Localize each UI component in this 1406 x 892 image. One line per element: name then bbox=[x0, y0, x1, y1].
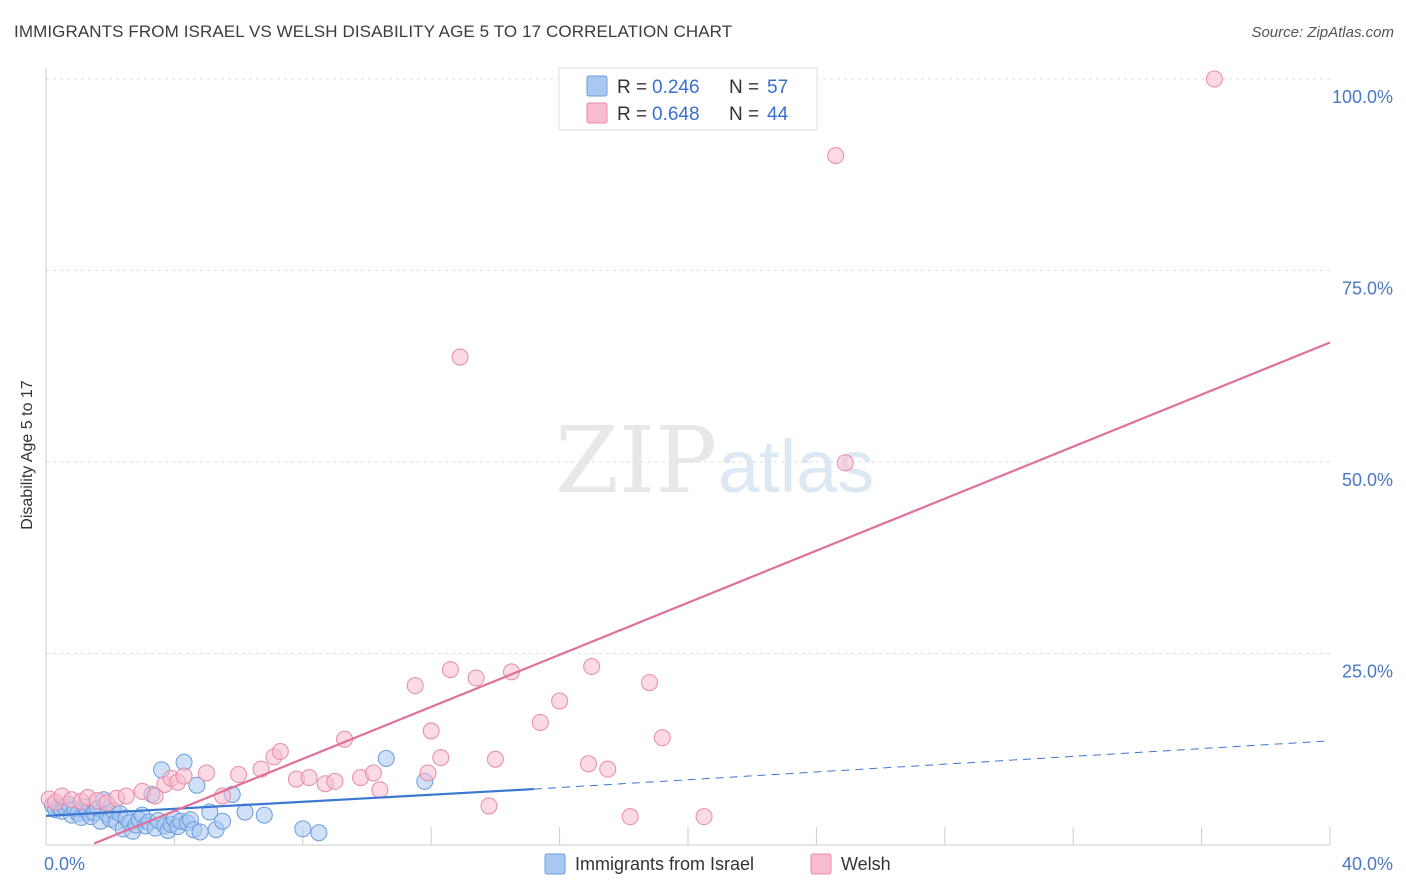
welsh-point bbox=[695, 808, 713, 826]
gridlines bbox=[46, 78, 1330, 654]
welsh-point bbox=[1205, 70, 1223, 88]
welsh-point bbox=[326, 772, 344, 790]
israel-point bbox=[310, 824, 328, 842]
legend-r-value-israel: 0.246 bbox=[652, 77, 700, 98]
welsh-point bbox=[441, 661, 459, 679]
welsh-point bbox=[451, 348, 469, 366]
welsh-point bbox=[422, 722, 440, 740]
israel-point bbox=[377, 749, 395, 767]
trend-lines bbox=[45, 341, 1331, 845]
chart-source: Source: ZipAtlas.com bbox=[1251, 24, 1394, 41]
chart-title: IMMIGRANTS FROM ISRAEL VS WELSH DISABILI… bbox=[14, 22, 733, 41]
series-legend-swatch-welsh bbox=[810, 853, 832, 875]
welsh-point bbox=[621, 808, 639, 826]
legend-r-value-welsh: 0.648 bbox=[652, 104, 700, 125]
welsh-point bbox=[117, 787, 135, 805]
legend-n-value-welsh: 44 bbox=[767, 104, 789, 125]
y-tick-label: 25.0% bbox=[1342, 662, 1393, 682]
welsh-point bbox=[198, 764, 215, 782]
welsh-point bbox=[551, 692, 569, 710]
tick-labels: 25.0% 50.0% 75.0% 100.0% 0.0% 40.0% bbox=[44, 87, 1393, 874]
y-tick-label: 100.0% bbox=[1332, 87, 1393, 107]
welsh-point bbox=[230, 766, 248, 784]
israel-trend-extension bbox=[533, 740, 1331, 790]
welsh-point bbox=[146, 787, 164, 805]
welsh-point bbox=[653, 729, 671, 747]
welsh-point bbox=[175, 767, 193, 785]
axes bbox=[45, 68, 1331, 846]
x-tick-label: 0.0% bbox=[44, 854, 85, 874]
series-legend-label-welsh: Welsh bbox=[841, 854, 891, 874]
israel-point bbox=[191, 823, 209, 841]
legend-swatch-israel bbox=[586, 75, 608, 97]
x-tick-label: 40.0% bbox=[1342, 854, 1393, 874]
israel-point bbox=[294, 820, 312, 838]
welsh-point bbox=[640, 674, 658, 692]
y-tick-label: 75.0% bbox=[1342, 279, 1393, 299]
legend-n-label-welsh: N = bbox=[729, 104, 759, 125]
israel-trend-line bbox=[45, 787, 534, 817]
welsh-point bbox=[419, 764, 437, 782]
stats-legend: R = 0.246 N = 57 R = 0.648 N = 44 bbox=[558, 67, 818, 131]
legend-r-label-israel: R = bbox=[617, 77, 647, 98]
welsh-point bbox=[432, 749, 450, 767]
legend-swatch-welsh bbox=[586, 102, 608, 124]
y-tick-label: 50.0% bbox=[1342, 470, 1393, 490]
welsh-point bbox=[406, 677, 424, 695]
welsh-point bbox=[271, 743, 289, 761]
welsh-point bbox=[371, 781, 389, 799]
welsh-point bbox=[467, 669, 485, 687]
welsh-point bbox=[486, 750, 504, 768]
welsh-point bbox=[836, 454, 854, 472]
legend-n-value-israel: 57 bbox=[767, 77, 788, 98]
series-legend-label-israel: Immigrants from Israel bbox=[575, 854, 754, 874]
watermark: ZIP atlas bbox=[555, 407, 874, 514]
welsh-point bbox=[599, 760, 617, 778]
israel-point bbox=[236, 803, 254, 821]
welsh-point bbox=[300, 769, 318, 787]
welsh-trend-line bbox=[93, 341, 1331, 845]
legend-r-label-welsh: R = bbox=[617, 104, 647, 125]
welsh-point bbox=[531, 713, 549, 731]
welsh-point bbox=[583, 658, 601, 676]
israel-point bbox=[214, 812, 232, 830]
watermark-zip: ZIP bbox=[555, 407, 717, 514]
welsh-point bbox=[364, 764, 382, 782]
welsh-point bbox=[480, 797, 498, 815]
welsh-point bbox=[827, 147, 845, 165]
israel-point bbox=[188, 776, 206, 794]
series-legend: Immigrants from Israel Welsh bbox=[544, 853, 891, 875]
legend-n-label-israel: N = bbox=[729, 77, 759, 98]
welsh-point bbox=[579, 755, 597, 773]
series-legend-swatch-israel bbox=[544, 853, 566, 875]
israel-point bbox=[255, 806, 273, 824]
